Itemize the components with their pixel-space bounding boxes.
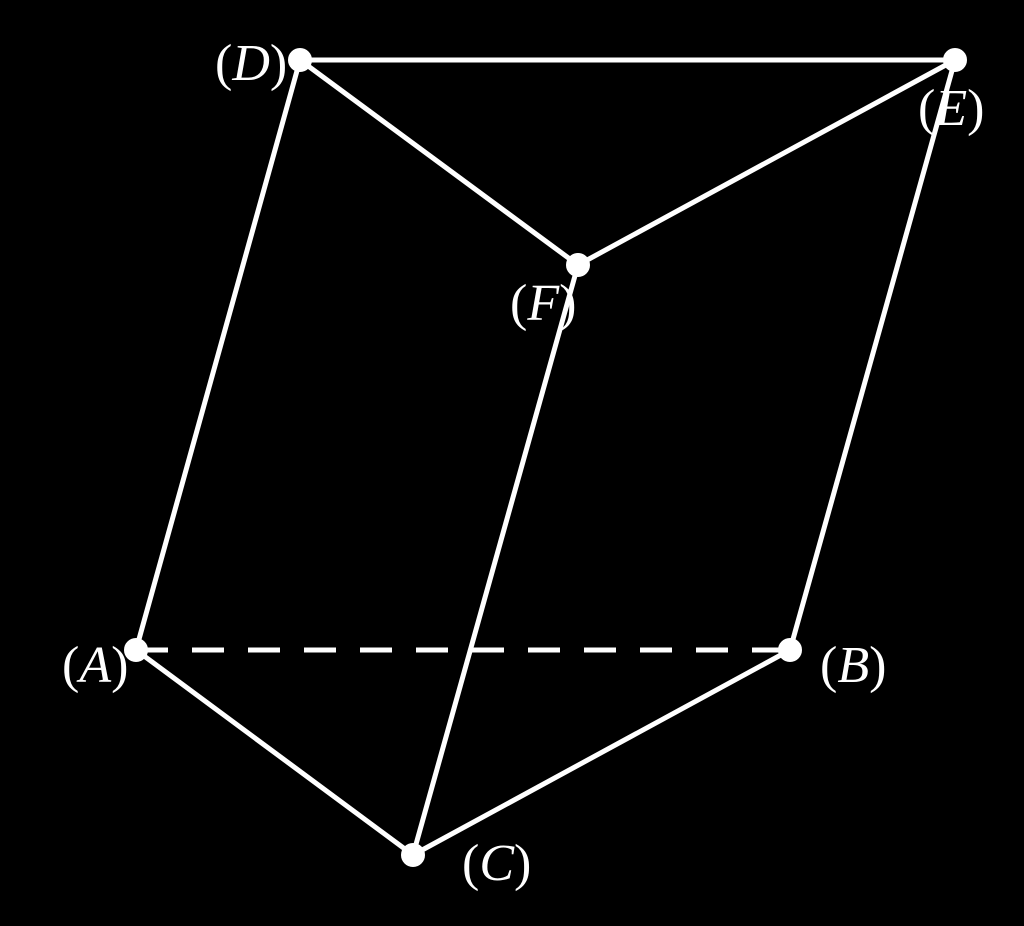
vertex-C <box>402 844 424 866</box>
edge-B-C <box>413 650 790 855</box>
edges-layer <box>136 60 955 855</box>
edge-E-F <box>578 60 955 265</box>
vertex-E <box>944 49 966 71</box>
nodes-layer <box>125 49 966 866</box>
vertex-label-E: (E) <box>918 80 984 137</box>
vertex-label-B: (B) <box>820 637 886 694</box>
vertex-label-F: (F) <box>510 275 576 332</box>
edge-D-F <box>300 60 578 265</box>
edge-A-D <box>136 60 300 650</box>
edge-B-E <box>790 60 955 650</box>
vertex-label-A: (A) <box>62 637 128 694</box>
vertex-label-C: (C) <box>462 835 531 892</box>
vertex-label-D: (D) <box>215 35 287 92</box>
vertex-F <box>567 254 589 276</box>
vertex-B <box>779 639 801 661</box>
edge-A-C <box>136 650 413 855</box>
edge-C-F <box>413 265 578 855</box>
prism-diagram: (A) (B) (C) (D) (E) (F) <box>0 0 1024 926</box>
vertex-D <box>289 49 311 71</box>
